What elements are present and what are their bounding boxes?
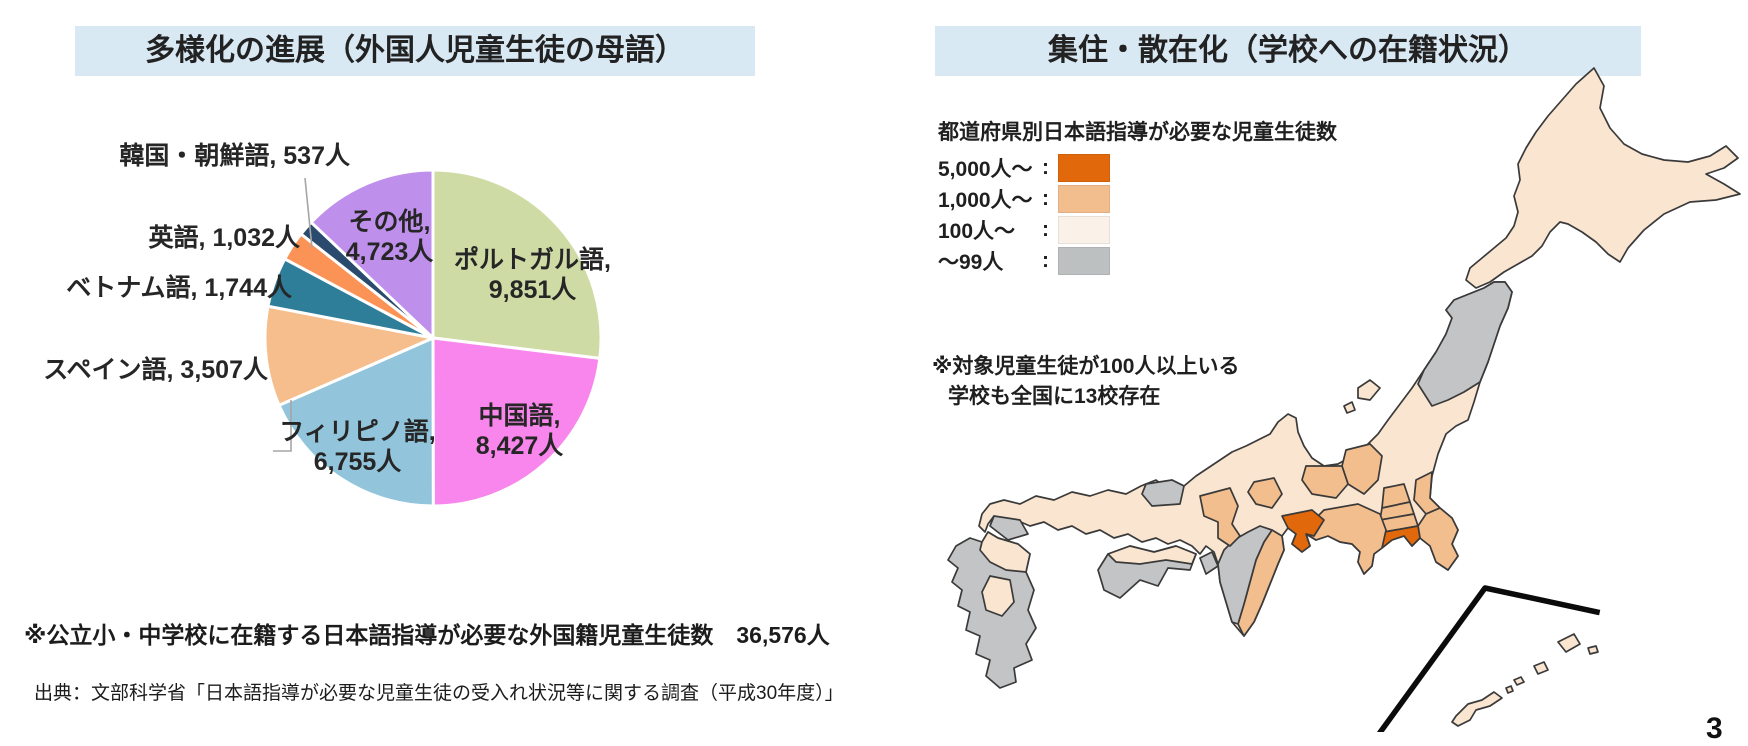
map-island-sado [1357,379,1381,401]
map-region-kyushu-north [979,531,1031,573]
legend-swatch-100 [1058,215,1110,244]
pie-label-spanish: スペイン語, 3,507人 [43,356,268,384]
total-count-footnote: ※公立小・中学校に在籍する日本語指導が必要な外国籍児童生徒数 36,576人 [24,622,830,648]
map-region-aichi [1281,509,1325,553]
pie-slice-中国語 [431,336,602,508]
map-region-gifu [1301,465,1349,499]
map-region-yamaguchi-west [989,515,1029,541]
pie-label-chinese: 中国語, 8,427人 [475,402,564,460]
inset-box-line [1376,585,1601,732]
leader-line-korean [304,177,313,249]
map-island-awaji [1199,551,1219,575]
right-panel-title: 集住・散在化（学校への在籍状況） [935,26,1641,76]
pie-slice-フィリピノ語 [277,336,435,508]
map-island-small [1343,401,1356,414]
map-region-hokkaido [1465,67,1741,289]
map-region-tottori [1141,479,1185,507]
map-region-tohoku-north [1417,281,1513,407]
map-region-nara-wakayama [1217,525,1273,625]
legend-swatch-99 [1058,246,1110,275]
map-islands-okinawa [1451,633,1599,727]
map-note: ※対象児童生徒が100人以上いる 学校も全国に13校存在 [932,355,1240,409]
legend-row-100: 100人～ : [938,214,1110,245]
japan-choropleth-map [947,67,1741,732]
map-region-kanagawa [1381,525,1421,549]
map-region-shikoku-north [1107,545,1197,565]
legend-row-99: ～99人 : [938,245,1110,276]
map-region-kyoto-osaka [1199,487,1241,547]
pie-label-english: 英語, 1,032人 [148,224,300,252]
pie-label-korean: 韓国・朝鮮語, 537人 [119,142,350,170]
pie-label-portuguese: ポルトガル語, 9,851人 [454,246,611,304]
pie-slice-ポルトガル語 [431,168,603,360]
pie-chart-svg [263,168,603,508]
leader-line-spanish [273,400,292,452]
map-region-kyushu-center [981,575,1015,617]
legend-row-5000: 5,000人～ : [938,152,1110,183]
legend-row-1000: 1,000人～ : [938,183,1110,214]
left-panel-title: 多様化の進展（外国人児童生徒の母語） [75,26,755,76]
legend-swatch-5000 [1058,153,1110,182]
mother-tongue-pie-chart: ポルトガル語, 9,851人 中国語, 8,427人 フィリピノ語, 6,755… [40,120,740,580]
legend-swatch-1000 [1058,184,1110,213]
source-citation: 出典：文部科学省「日本語指導が必要な児童生徒の受入れ状況等に関する調査（平成30… [34,683,844,704]
pie-label-other: その他, 4,723人 [345,208,434,266]
pie-label-filipino: フィリピノ語, 6,755人 [279,418,436,476]
page-number: 3 [1706,712,1723,745]
pie-slice-その他 [309,168,435,340]
map-legend-title: 都道府県別日本語指導が必要な児童生徒数 [938,121,1337,144]
pie-label-vietnamese: ベトナム語, 1,744人 [66,274,292,302]
map-region-shiga [1247,477,1283,509]
map-region-shizuoka [1305,503,1387,575]
map-region-chiba [1417,507,1459,571]
map-legend: 5,000人～ : 1,000人～ : 100人～ : ～99人 : [938,152,1110,276]
